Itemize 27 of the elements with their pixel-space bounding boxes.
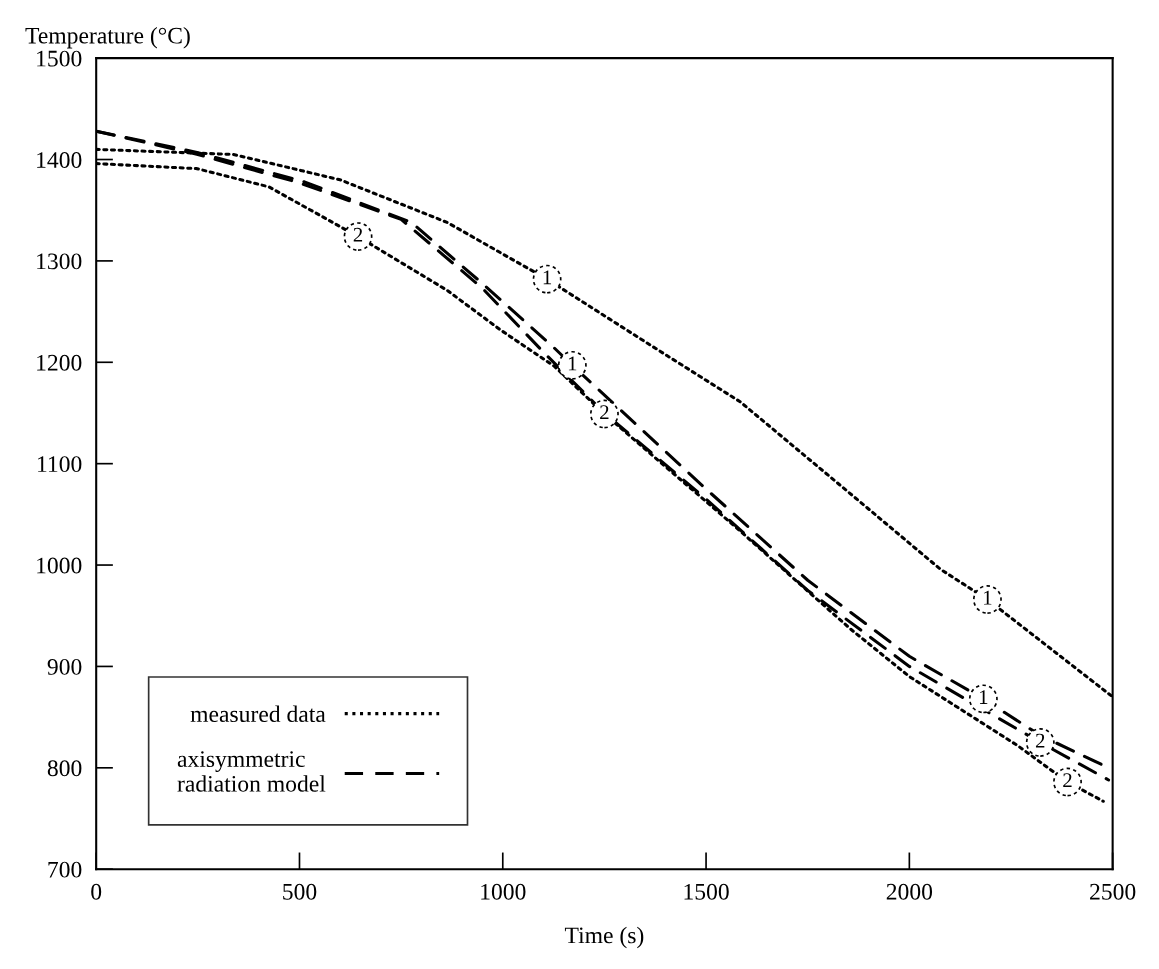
y-tick-label: 1300 [37,253,82,270]
y-tick-label: 1200 [37,354,82,371]
x-axis-title: Time (s) [564,926,644,949]
x-tick-label: 2500 [1090,883,1136,900]
y-tick-label: 900 [47,658,82,675]
annotation: 1 [568,356,577,371]
annotation: 1 [979,690,988,704]
annotation: 2 [600,405,609,419]
y-tick-label: 800 [47,760,82,777]
y-tick-label: 700 [48,861,82,878]
y-axis-title: Temperature (°C) [25,27,190,49]
annotation: 1 [984,590,992,605]
annotation: 1 [543,270,552,285]
y-tick-label: 1400 [37,152,82,168]
y-tick-label: 1500 [37,50,82,67]
annotation: 2 [1063,773,1072,788]
annotation: 2 [1035,733,1045,748]
annotation: 2 [353,227,363,242]
x-tick-label: 1000 [481,883,526,900]
x-tick-label: 500 [283,883,317,900]
x-tick-label: 2000 [886,883,933,900]
legend-label: measured data [190,705,326,723]
x-tick-label: 1500 [684,883,729,900]
y-tick-label: 1100 [38,456,82,473]
legend-label: axisymmetric radiation model [177,751,326,792]
y-tick-label: 1000 [37,557,82,574]
x-tick-label: 0 [91,883,102,900]
